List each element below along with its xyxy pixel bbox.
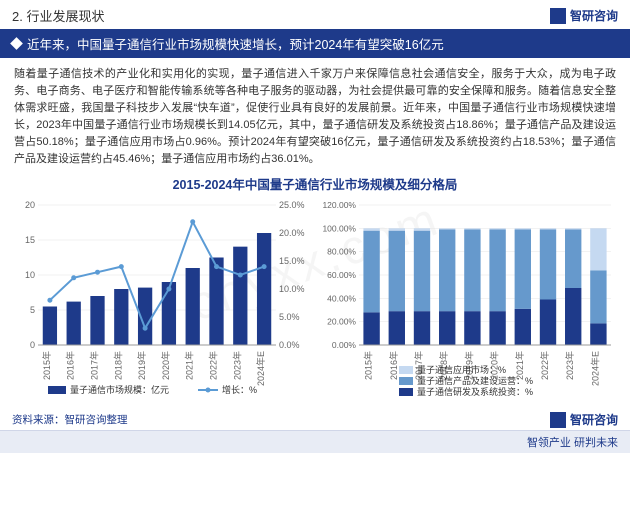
brand-icon (550, 8, 566, 24)
svg-text:20: 20 (25, 200, 35, 210)
svg-text:2023年: 2023年 (231, 351, 242, 380)
svg-text:增长：%: 增长：% (222, 384, 257, 395)
body-paragraph: 随着量子通信技术的产业化和实用化的实现，量子通信进入千家万户来保障信息社会通信安… (0, 58, 630, 172)
svg-text:2017年: 2017年 (89, 351, 100, 380)
brand-icon-bottom (550, 412, 566, 428)
svg-text:0.00%: 0.00% (332, 340, 357, 350)
svg-text:量子通信产品及建设运营：%: 量子通信产品及建设运营：% (417, 375, 533, 386)
svg-text:5: 5 (30, 305, 35, 315)
diamond-icon (10, 37, 23, 50)
title-text: 近年来，中国量子通信行业市场规模快速增长，预计2024年有望突破16亿元 (27, 34, 444, 53)
brand-bottom: 智研咨询 (550, 411, 618, 428)
svg-text:0.0%: 0.0% (279, 340, 300, 350)
svg-text:量子通信应用市场：%: 量子通信应用市场：% (417, 364, 506, 375)
svg-text:0: 0 (30, 340, 35, 350)
svg-text:15.0%: 15.0% (279, 256, 305, 266)
svg-text:2024年E: 2024年E (255, 351, 266, 386)
svg-text:量子通信市场规模：亿元: 量子通信市场规模：亿元 (70, 384, 169, 395)
svg-text:2022年: 2022年 (208, 351, 219, 380)
brand-bottom-text: 智研咨询 (570, 411, 618, 428)
svg-text:2016年: 2016年 (65, 351, 76, 380)
svg-text:2019年: 2019年 (136, 351, 147, 380)
left-chart: 0 5 10 15 20 0.0% 5.0% 10.0% 15.0% 20.0% 25.0% 2015… (10, 197, 313, 407)
svg-text:2024年E: 2024年E (589, 351, 600, 386)
right-chart: 0.00% 20.00% 40.00% 60.00% 80.00% 100.00% 120.… (317, 197, 620, 407)
svg-text:2023年: 2023年 (564, 351, 575, 380)
svg-text:40.00%: 40.00% (327, 294, 356, 304)
brand-text: 智研咨询 (570, 7, 618, 24)
svg-text:2015年: 2015年 (41, 351, 52, 380)
svg-text:20.0%: 20.0% (279, 228, 305, 238)
svg-text:20.00%: 20.00% (327, 317, 356, 327)
svg-text:120.00%: 120.00% (322, 200, 356, 210)
title-bar: 近年来，中国量子通信行业市场规模快速增长，预计2024年有望突破16亿元 (0, 29, 630, 58)
source-text: 资料来源：智研咨询整理 (12, 412, 128, 427)
svg-text:2015年: 2015年 (363, 351, 374, 380)
chart-title: 2015-2024年中国量子通信行业市场规模及细分格局 (0, 174, 630, 193)
header: 2. 行业发展现状 智研咨询 (0, 0, 630, 29)
svg-text:10: 10 (25, 270, 35, 280)
svg-text:100.00%: 100.00% (322, 224, 356, 234)
brand-top: 智研咨询 (550, 7, 618, 24)
svg-text:2018年: 2018年 (112, 351, 123, 380)
svg-text:15: 15 (25, 235, 35, 245)
svg-text:2016年: 2016年 (388, 351, 399, 380)
charts-container: 0 5 10 15 20 0.0% 5.0% 10.0% 15.0% 20.0% 25.0% 2015… (0, 197, 630, 407)
source-row: 资料来源：智研咨询整理 智研咨询 (0, 407, 630, 430)
svg-text:60.00%: 60.00% (327, 270, 356, 280)
svg-text:量子通信研发及系统投资：%: 量子通信研发及系统投资：% (417, 386, 533, 397)
svg-text:80.00%: 80.00% (327, 247, 356, 257)
svg-text:10.0%: 10.0% (279, 284, 305, 294)
svg-text:5.0%: 5.0% (279, 312, 300, 322)
svg-text:2020年: 2020年 (160, 351, 171, 380)
svg-text:2021年: 2021年 (184, 351, 195, 380)
section-label: 2. 行业发展现状 (12, 6, 104, 25)
svg-text:2022年: 2022年 (539, 351, 550, 380)
svg-text:25.0%: 25.0% (279, 200, 305, 210)
footer-bar: 智领产业 研判未来 (0, 430, 630, 453)
